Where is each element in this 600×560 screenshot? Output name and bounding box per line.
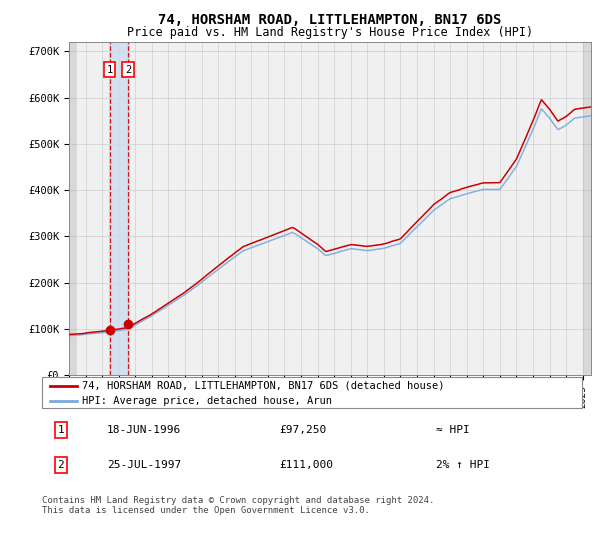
Text: £111,000: £111,000 — [280, 460, 334, 470]
Text: 2% ↑ HPI: 2% ↑ HPI — [436, 460, 490, 470]
Text: 2: 2 — [125, 65, 131, 75]
Text: HPI: Average price, detached house, Arun: HPI: Average price, detached house, Arun — [83, 396, 332, 406]
Text: Price paid vs. HM Land Registry's House Price Index (HPI): Price paid vs. HM Land Registry's House … — [127, 26, 533, 39]
Text: 1: 1 — [107, 65, 113, 75]
Text: 18-JUN-1996: 18-JUN-1996 — [107, 425, 181, 435]
Text: Contains HM Land Registry data © Crown copyright and database right 2024.
This d: Contains HM Land Registry data © Crown c… — [42, 496, 434, 515]
Text: 25-JUL-1997: 25-JUL-1997 — [107, 460, 181, 470]
Bar — [109, 42, 129, 375]
Text: 2: 2 — [58, 460, 64, 470]
Text: 1: 1 — [58, 425, 64, 435]
Text: 74, HORSHAM ROAD, LITTLEHAMPTON, BN17 6DS (detached house): 74, HORSHAM ROAD, LITTLEHAMPTON, BN17 6D… — [83, 381, 445, 391]
Text: 74, HORSHAM ROAD, LITTLEHAMPTON, BN17 6DS: 74, HORSHAM ROAD, LITTLEHAMPTON, BN17 6D… — [158, 13, 502, 27]
FancyBboxPatch shape — [42, 377, 582, 408]
Text: £97,250: £97,250 — [280, 425, 327, 435]
Text: ≈ HPI: ≈ HPI — [436, 425, 470, 435]
